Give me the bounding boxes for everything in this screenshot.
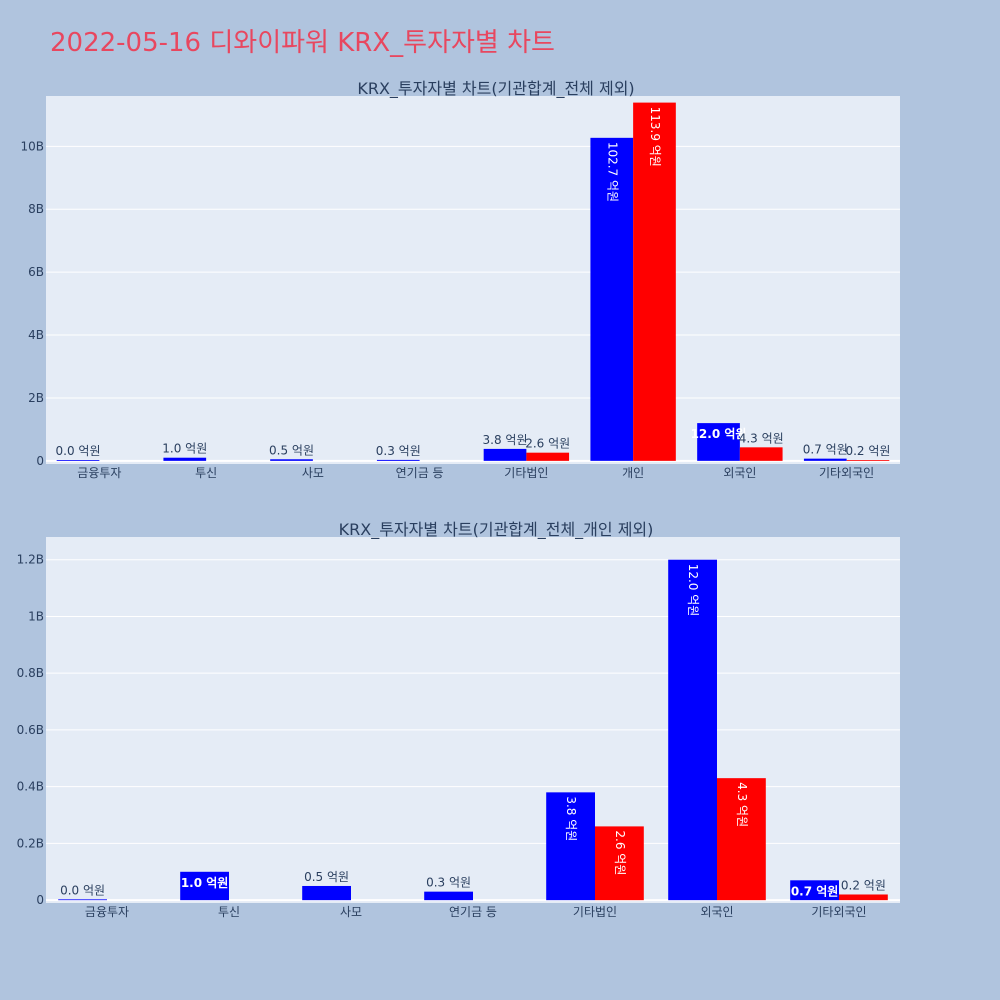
x-tick-label: 기타외국인 [811, 905, 866, 919]
bar-value-label: 0.3 억원 [426, 876, 471, 890]
y-tick-label: 6B [28, 265, 44, 279]
bar-value-label: 3.8 억원 [483, 433, 528, 447]
buy-bar [56, 460, 100, 461]
bar-value-label: 0.0 억원 [60, 883, 105, 897]
y-tick-label: 0.2B [17, 836, 44, 850]
y-tick-label: 1.2B [17, 553, 44, 567]
x-tick-label: 투신 [195, 466, 217, 480]
x-tick-label: 연기금 등 [449, 905, 497, 919]
buy-bar [58, 899, 107, 901]
y-tick-label: 2B [28, 391, 44, 405]
y-tick-label: 0.4B [17, 780, 44, 794]
buy-bar [483, 448, 527, 461]
buy-bar [180, 871, 229, 901]
sell-bar [839, 894, 888, 901]
bar-value-label: 12.0 억원 [686, 564, 700, 617]
bar-value-label: 113.9 억원 [648, 107, 662, 167]
buy-bar [376, 459, 420, 461]
page-title: 2022-05-16 디와이파워 KRX_투자자별 차트 [50, 28, 555, 58]
buy-bar [803, 458, 847, 461]
bar-value-label: 0.3 억원 [376, 444, 421, 458]
buy-bar [590, 137, 634, 461]
x-tick-label: 투신 [218, 905, 240, 919]
sell-bar [526, 452, 570, 461]
buy-bar [163, 457, 207, 461]
bar-value-label: 2.6 억원 [613, 830, 627, 875]
x-tick-label: 금융투자 [85, 905, 129, 919]
chart-bottom: KRX_투자자별 차트(기관합계_전체_개인 제외) 0 0.2B 0.4B 0.6B 0… [17, 520, 900, 919]
bar-value-label: 102.7 억원 [605, 142, 619, 202]
buy-bar [668, 559, 717, 901]
buy-bar [270, 459, 313, 461]
bar-value-label: 0.5 억원 [304, 870, 349, 884]
y-tick-label: 8B [28, 202, 44, 216]
buy-bar [697, 423, 740, 461]
x-tick-label: 개인 [622, 466, 644, 480]
bar-value-label: 0.0 억원 [56, 444, 101, 458]
y-tick-label: 0.6B [17, 723, 44, 737]
bar-value-label: 4.3 억원 [735, 782, 749, 827]
bar-value-label: 0.7 억원 [791, 884, 839, 898]
sell-bar [633, 102, 676, 461]
bar-value-label: 1.0 억원 [181, 876, 229, 890]
x-tick-label: 기타외국인 [819, 466, 874, 480]
y-tick-label: 0 [36, 893, 44, 907]
x-tick-label: 외국인 [700, 905, 733, 919]
y-tick-label: 0 [36, 454, 44, 468]
x-tick-label: 기타법인 [504, 466, 548, 480]
y-tick-label: 10B [20, 139, 44, 153]
y-tick-label: 4B [28, 328, 44, 342]
buy-bar [790, 880, 839, 901]
chart-title: KRX_투자자별 차트(기관합계_전체_개인 제외) [339, 520, 654, 540]
x-tick-label: 사모 [302, 466, 324, 480]
bar-value-label: 12.0 억원 [691, 427, 747, 441]
y-tick-label: 0.8B [17, 666, 44, 680]
sell-bar [595, 826, 644, 901]
bar-value-label: 0.5 억원 [269, 443, 314, 457]
x-tick-label: 연기금 등 [396, 466, 444, 480]
plot-area [46, 537, 900, 903]
sell-bar [846, 460, 890, 461]
bar-value-label: 4.3 억원 [739, 431, 784, 445]
bar-value-label: 0.2 억원 [841, 878, 886, 892]
bar-value-label: 2.6 억원 [525, 437, 570, 451]
x-tick-label: 기타법인 [573, 905, 617, 919]
x-tick-label: 금융투자 [77, 466, 121, 480]
buy-bar [546, 792, 595, 901]
buy-bar [424, 891, 473, 901]
chart-top: KRX_투자자별 차트(기관합계_전체 제외) 0 2B 4B 6B 8B 10B 금융투자 0… [20, 79, 900, 480]
y-tick-label: 1B [28, 609, 44, 623]
chart-title: KRX_투자자별 차트(기관합계_전체 제외) [357, 79, 634, 99]
buy-bar [302, 885, 351, 901]
bar-value-label: 3.8 억원 [564, 796, 578, 841]
x-tick-label: 외국인 [723, 466, 756, 480]
bar-value-label: 0.2 억원 [845, 444, 890, 458]
sell-bar [717, 778, 766, 901]
bar-value-label: 1.0 억원 [162, 442, 207, 456]
sell-bar [739, 447, 783, 461]
bar-value-label: 0.7 억원 [803, 443, 848, 457]
x-tick-label: 사모 [340, 905, 362, 919]
plot-area [46, 96, 900, 464]
